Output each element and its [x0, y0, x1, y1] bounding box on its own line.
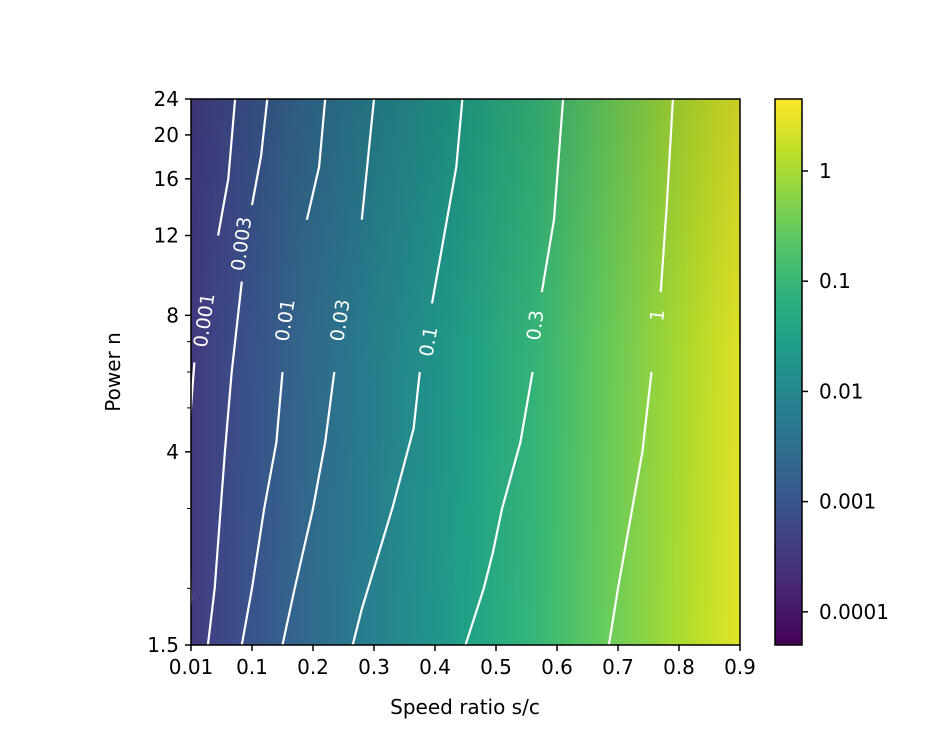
x-tick-label: 0.6: [541, 655, 573, 679]
contour-line-upper: [305, 99, 327, 220]
colorbar-ticks: 0.0001 0.001 0.01 0.1 1: [802, 159, 889, 624]
colorbar: 0.0001 0.001 0.01 0.1 1: [774, 98, 889, 646]
x-tick-label: 0.3: [358, 655, 390, 679]
contour-label: 0.3: [523, 309, 548, 342]
contour-line-upper: [540, 99, 565, 293]
y-tick-label: 4: [166, 440, 179, 464]
contour-line-upper: [360, 99, 376, 220]
x-axis-label: Speed ratio s/c: [390, 695, 540, 719]
x-axis: 0.01 0.1 0.2 0.3 0.4 0.5 0.6 0.7 0.8 0.9: [169, 645, 756, 679]
contour-lines: [191, 99, 674, 645]
y-tick-label: 8: [166, 303, 179, 327]
x-tick-label: 0.7: [602, 655, 634, 679]
y-tick-label: 24: [154, 87, 179, 111]
x-tick-label: 0.8: [663, 655, 695, 679]
contour-line-lower: [607, 371, 653, 645]
y-tick-label: 20: [154, 123, 179, 147]
contour-line-upper: [250, 99, 269, 206]
contour-label: 0.1: [415, 325, 442, 359]
colorbar-tick-label: 0.0001: [819, 600, 889, 624]
colorbar-tick-label: 0.001: [819, 490, 876, 514]
contour-line-upper: [659, 99, 674, 293]
contour-line-lower: [351, 371, 421, 645]
x-tick-label: 0.9: [724, 655, 756, 679]
x-tick-label: 0.2: [297, 655, 329, 679]
x-tick-label: 0.4: [419, 655, 451, 679]
contour-line-upper: [430, 99, 464, 304]
contour-label: 1: [646, 308, 669, 323]
colorbar-tick-label: 0.1: [819, 269, 851, 293]
colorbar-tick-label: 1: [819, 159, 832, 183]
y-axis-label: Power n: [101, 332, 125, 412]
y-axis: 1.5 4 8 12 16 20 24: [147, 87, 191, 657]
y-tick-label: 12: [154, 224, 179, 248]
x-tick-label: 0.01: [169, 655, 214, 679]
colorbar-frame: [774, 98, 803, 646]
contour-line-lower: [240, 371, 284, 645]
colorbar-tick-label: 0.01: [819, 379, 864, 403]
y-tick-label: 16: [154, 167, 179, 191]
contour-line-lower: [206, 281, 243, 645]
contour-line-lower: [281, 371, 336, 645]
x-tick-label: 0.1: [236, 655, 268, 679]
x-tick-label: 0.5: [480, 655, 512, 679]
y-tick-label: 1.5: [147, 633, 179, 657]
contour-line-lower: [464, 371, 534, 645]
colorbar-gradient: [775, 99, 802, 645]
contour-field-shading: [191, 99, 740, 645]
contour-line-upper: [217, 99, 237, 236]
